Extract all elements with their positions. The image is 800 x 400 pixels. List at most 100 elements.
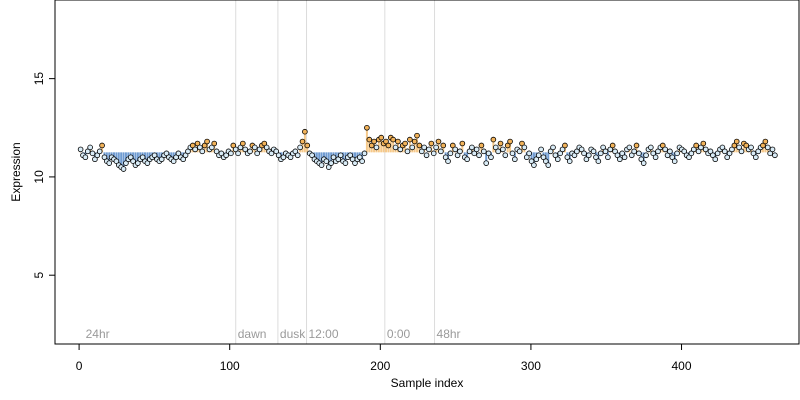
data-point xyxy=(669,154,676,161)
x-axis: 0 100 200 300 400 xyxy=(76,343,692,373)
data-point xyxy=(223,152,229,159)
data-point xyxy=(366,136,373,143)
data-point xyxy=(590,148,597,155)
x-tick-label: 400 xyxy=(672,359,692,373)
data-point xyxy=(213,148,220,155)
data-point xyxy=(619,150,626,157)
data-point xyxy=(512,156,518,163)
data-point xyxy=(638,156,645,163)
y-axis-title: Expression xyxy=(9,142,23,201)
data-point xyxy=(421,144,427,151)
data-point xyxy=(547,148,554,155)
data-points xyxy=(77,124,778,172)
data-point xyxy=(452,146,458,153)
data-point xyxy=(712,156,719,163)
data-point xyxy=(383,138,389,145)
data-point xyxy=(700,140,707,147)
data-point xyxy=(371,138,377,145)
data-point xyxy=(690,146,697,153)
data-point xyxy=(347,152,354,159)
data-point xyxy=(550,144,556,151)
data-point xyxy=(189,142,196,149)
data-point xyxy=(538,146,544,153)
data-point xyxy=(753,154,759,161)
data-point xyxy=(724,154,730,161)
data-point xyxy=(218,150,225,157)
data-point xyxy=(578,146,585,153)
data-point xyxy=(392,144,399,151)
data-point xyxy=(707,148,714,155)
data-point xyxy=(521,144,528,151)
data-point xyxy=(562,142,568,149)
data-point xyxy=(390,136,396,143)
data-point xyxy=(478,142,485,149)
data-point xyxy=(101,154,108,161)
data-point xyxy=(767,150,773,157)
data-point xyxy=(228,150,234,157)
data-point xyxy=(158,156,165,163)
data-point xyxy=(113,158,120,164)
data-point xyxy=(459,140,466,147)
data-point xyxy=(586,152,592,159)
data-point xyxy=(395,138,401,145)
data-point xyxy=(325,164,332,170)
data-point xyxy=(571,152,578,159)
marker-label: dusk xyxy=(280,327,306,341)
data-point xyxy=(261,140,268,147)
data-point xyxy=(621,154,628,161)
data-point xyxy=(352,160,358,166)
data-point xyxy=(402,140,408,147)
data-point xyxy=(414,132,420,139)
data-point xyxy=(574,148,580,155)
data-point xyxy=(144,160,151,166)
data-point xyxy=(230,142,237,149)
marker-label: 24hr xyxy=(86,327,110,341)
data-point xyxy=(139,154,146,161)
data-point xyxy=(242,146,249,153)
data-point xyxy=(211,140,218,147)
data-point xyxy=(667,148,673,155)
data-point xyxy=(328,160,334,166)
data-point xyxy=(693,142,699,149)
data-point xyxy=(664,152,671,159)
data-point xyxy=(335,156,342,163)
data-point xyxy=(726,150,733,157)
data-point xyxy=(440,142,447,149)
data-point xyxy=(426,146,432,153)
data-point xyxy=(438,148,444,155)
data-point xyxy=(280,154,287,161)
y-tick-label: 10 xyxy=(32,170,46,184)
data-point xyxy=(185,148,191,155)
marker-lines xyxy=(235,0,436,344)
data-point xyxy=(528,158,535,164)
data-point xyxy=(633,142,640,149)
data-point xyxy=(209,144,215,151)
data-point xyxy=(378,134,385,141)
data-point xyxy=(762,138,769,145)
data-point xyxy=(750,150,757,157)
data-point xyxy=(597,150,604,157)
data-point xyxy=(729,146,735,153)
data-point xyxy=(557,150,563,157)
data-point xyxy=(123,160,129,166)
data-point xyxy=(695,148,702,155)
data-point xyxy=(566,158,573,164)
data-point xyxy=(447,150,454,157)
data-point xyxy=(583,156,590,163)
data-point xyxy=(490,136,497,143)
data-point xyxy=(655,148,661,155)
data-point xyxy=(254,150,260,157)
data-point xyxy=(738,148,745,155)
data-point xyxy=(595,158,602,164)
marker-labels: 24hr dawn dusk 12:00 0:00 48hr xyxy=(86,327,461,341)
data-point xyxy=(235,150,241,157)
data-point xyxy=(77,146,84,153)
data-point xyxy=(251,144,258,151)
data-point xyxy=(92,156,98,163)
data-point xyxy=(507,138,513,145)
data-point xyxy=(721,148,728,155)
data-point xyxy=(430,150,437,157)
data-point xyxy=(540,154,547,161)
y-axis: 5 10 15 xyxy=(32,72,56,279)
data-point xyxy=(304,142,311,149)
